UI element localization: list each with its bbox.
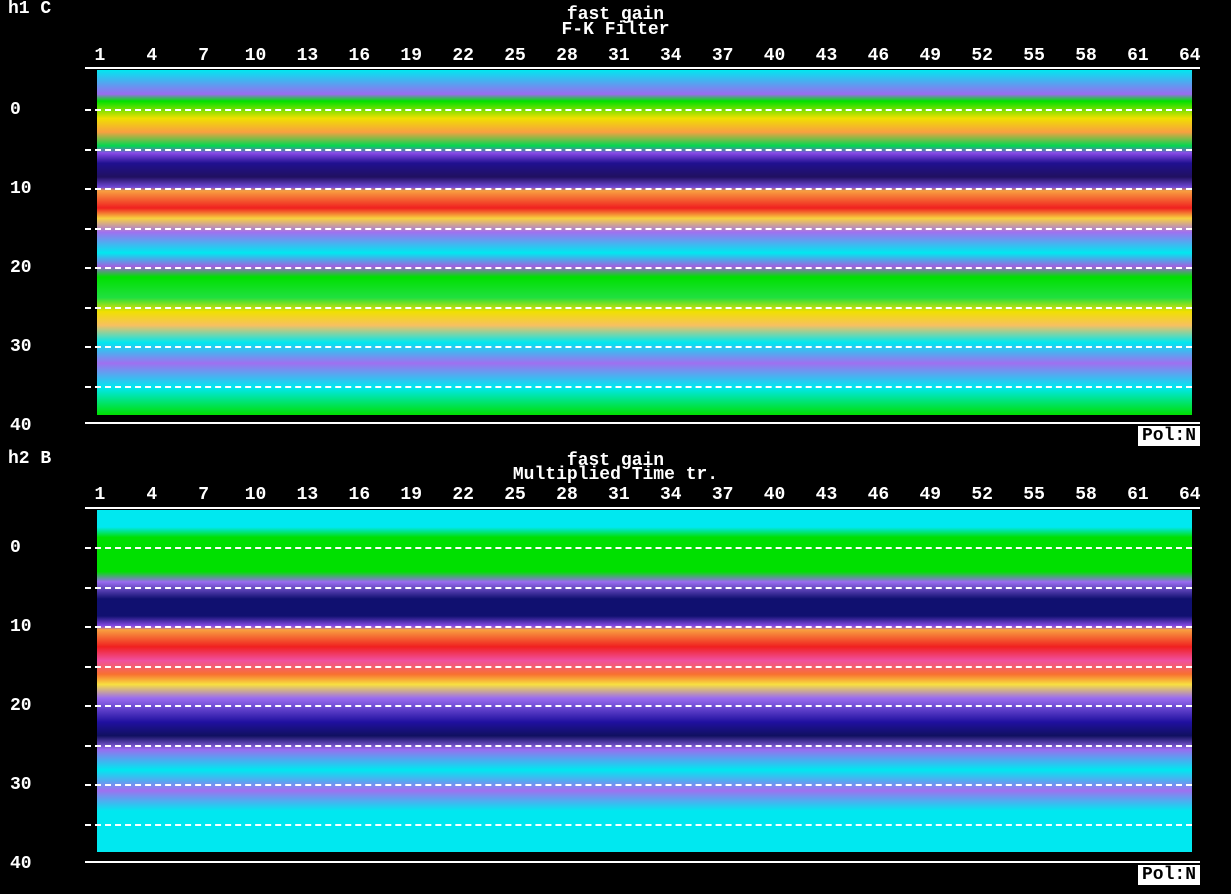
x-tick-label: 4	[146, 485, 158, 505]
x-tick-label: 46	[867, 46, 890, 66]
x-tick-label: 19	[400, 46, 423, 66]
grid-line	[85, 109, 1192, 111]
screen: h1 C fast gain F-K Filter Pol:N 1 4 7 10 13 1…	[8, 0, 1201, 885]
radargram	[97, 510, 1192, 852]
x-tick-label: 16	[348, 485, 371, 505]
grid-line	[85, 665, 1192, 668]
grid-line	[85, 705, 1192, 707]
x-tick-label: 52	[971, 46, 993, 66]
y-tick-label: 40	[10, 854, 32, 874]
x-tick-label: 22	[452, 485, 474, 505]
x-tick-label: 31	[608, 485, 630, 505]
bottom-line	[85, 861, 1200, 863]
x-tick-label: 49	[919, 485, 942, 505]
x-tick-label: 13	[296, 485, 319, 505]
x-tick-label: 40	[763, 46, 786, 66]
grid-line	[85, 346, 1192, 348]
title: fast gain	[566, 5, 665, 25]
x-tick-label: 22	[452, 46, 474, 66]
x-tick-label: 10	[244, 485, 267, 505]
x-tick-label: 61	[1127, 46, 1149, 66]
grid-line	[85, 148, 1192, 151]
grid-line	[85, 784, 1192, 786]
subtitle: Multiplied Time tr.	[512, 465, 719, 485]
x-tick-label: 49	[919, 46, 942, 66]
y-tick-label: 10	[10, 179, 32, 199]
x-tick-label: 7	[198, 46, 210, 66]
y-tick-label: 10	[10, 617, 32, 637]
grid-line	[85, 586, 1192, 589]
x-tick-label: 64	[1179, 46, 1201, 66]
grid-line	[85, 267, 1192, 269]
grid-line	[85, 626, 1192, 628]
x-tick-label: 55	[1023, 46, 1045, 66]
y-tick-label: 0	[10, 100, 21, 120]
y-tick-label: 20	[10, 696, 32, 716]
y-tick-label: 30	[10, 337, 32, 357]
x-tick-label: 31	[608, 46, 630, 66]
x-tick-label: 37	[711, 46, 734, 66]
x-tick-label: 58	[1075, 46, 1097, 66]
grid-line	[85, 823, 1192, 826]
x-tick-label: 28	[556, 485, 578, 505]
x-tick-label: 7	[198, 485, 210, 505]
grid-line	[85, 188, 1192, 190]
x-tick-label: 34	[659, 46, 682, 66]
x-tick-label: 13	[296, 46, 319, 66]
polarity: Pol:N	[1137, 865, 1200, 885]
top-line	[85, 67, 1200, 69]
x-tick-label: 58	[1075, 485, 1097, 505]
x-tick-label: 55	[1023, 485, 1045, 505]
x-tick-label: 61	[1127, 485, 1149, 505]
x-tick-label: 4	[146, 46, 158, 66]
bottom-line	[85, 422, 1200, 424]
grid-line	[85, 385, 1192, 388]
x-tick-label: 64	[1179, 485, 1201, 505]
x-tick-label: 25	[504, 485, 526, 505]
x-tick-label: 46	[867, 485, 890, 505]
x-tick-label: 52	[971, 485, 993, 505]
y-tick-label: 20	[10, 258, 32, 278]
x-tick-label: 16	[348, 46, 371, 66]
x-tick-label: 37	[711, 485, 734, 505]
polarity: Pol:N	[1137, 426, 1200, 446]
top-line	[85, 507, 1200, 509]
grid-line	[85, 547, 1192, 549]
grid-line	[85, 306, 1192, 309]
radargram	[97, 70, 1192, 415]
panel-label: h2 B	[8, 449, 52, 469]
grid-line	[85, 227, 1192, 230]
panel-label: h1 C	[8, 0, 52, 19]
x-tick-label: 1	[94, 485, 106, 505]
panel: h1 C fast gain F-K Filter Pol:N 1 4 7 10 13 1…	[8, 0, 1201, 446]
grid-line	[85, 744, 1192, 747]
x-tick-label: 40	[763, 485, 786, 505]
y-tick-label: 0	[10, 538, 21, 558]
y-tick-label: 40	[10, 416, 32, 436]
subtitle: F-K Filter	[561, 20, 670, 40]
x-tick-label: 19	[400, 485, 423, 505]
y-tick-label: 30	[10, 775, 32, 795]
x-tick-label: 34	[659, 485, 682, 505]
x-tick-label: 43	[815, 46, 838, 66]
x-tick-label: 1	[94, 46, 106, 66]
x-tick-label: 10	[244, 46, 267, 66]
x-tick-label: 25	[504, 46, 526, 66]
x-tick-label: 43	[815, 485, 838, 505]
title: fast gain	[566, 451, 665, 471]
x-tick-label: 28	[556, 46, 578, 66]
panel: h2 B fast gain Multiplied Time tr. Pol:N…	[0, 447, 1231, 894]
